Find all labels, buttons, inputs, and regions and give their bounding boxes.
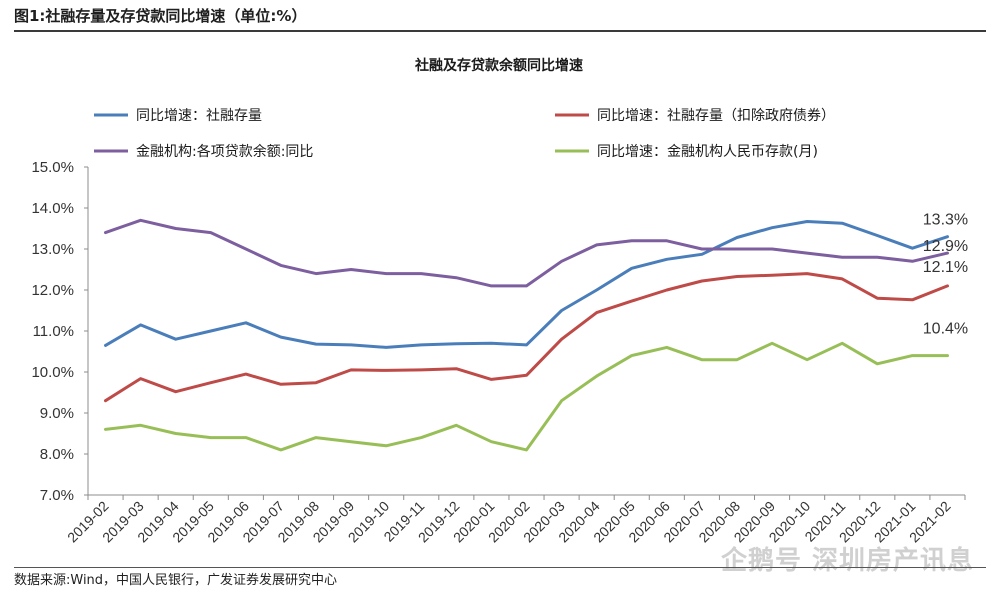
end-data-label: 12.1%	[923, 259, 968, 276]
y-tick-label: 8.0%	[40, 446, 74, 463]
header-rule	[14, 30, 986, 32]
data-labels: 13.3% 12.1% 12.9% 10.4%	[923, 212, 968, 338]
y-tick-label: 7.0%	[40, 487, 74, 504]
chart-title: 社融及存贷款余额同比增速	[414, 57, 583, 74]
series-line	[104, 218, 949, 288]
end-data-label: 12.9%	[923, 238, 968, 255]
series-lines	[104, 218, 949, 452]
y-tick-label: 15.0%	[31, 159, 74, 176]
legend-label: 金融机构:各项贷款余额:同比	[136, 143, 313, 160]
end-data-label: 10.4%	[923, 321, 968, 338]
y-tick-label: 9.0%	[40, 405, 74, 422]
y-tick-label: 12.0%	[31, 282, 74, 299]
end-data-label: 13.3%	[923, 212, 968, 229]
series-line	[104, 341, 949, 452]
watermark: 企鹅号 深圳房产讯息	[720, 546, 974, 576]
legend-label: 同比增速：社融存量	[136, 108, 262, 124]
series-line	[104, 272, 949, 403]
legend: 同比增速：社融存量 同比增速：社融存量（扣除政府债券） 金融机构:各项贷款余额:同比…	[94, 108, 835, 160]
legend-label: 同比增速：社融存量（扣除政府债券）	[597, 108, 835, 124]
y-tick-label: 13.0%	[31, 241, 74, 258]
source-note: 数据来源:Wind，中国人民银行，广发证券发展研究中心	[14, 573, 338, 588]
y-tick-label: 14.0%	[31, 200, 74, 217]
figure-header: 图1:社融存量及存贷款同比增速（单位:%）	[14, 7, 307, 25]
legend-label: 同比增速：金融机构人民币存款(月)	[597, 144, 818, 160]
series-line	[104, 220, 949, 349]
y-tick-label: 11.0%	[33, 323, 74, 340]
y-tick-label: 10.0%	[31, 364, 74, 381]
footer-rule	[14, 567, 986, 568]
